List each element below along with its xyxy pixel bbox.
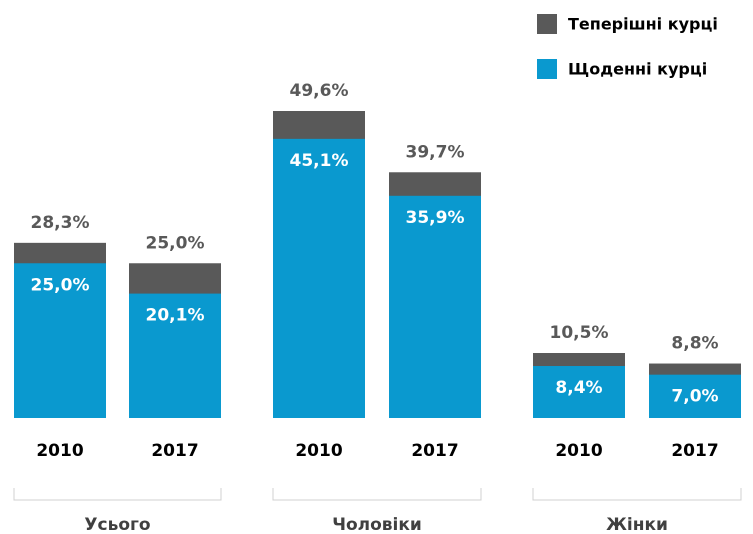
total-label: 49,6% [290,81,349,101]
group-label: Жінки [606,515,668,534]
group-label: Чоловіки [332,515,422,534]
bar [649,374,741,418]
x-tick-label: 2010 [295,441,342,461]
total-label: 39,7% [406,142,465,162]
total-label: 25,0% [146,233,205,253]
daily-label: 7,0% [671,387,718,407]
x-tick-label: 2017 [411,441,458,461]
daily-label: 20,1% [146,306,205,326]
total-label: 10,5% [550,323,609,343]
group-label: Усього [84,515,150,534]
x-tick-label: 2010 [555,441,602,461]
group-bracket [532,488,742,501]
group-bracket [272,488,482,501]
total-label: 28,3% [31,213,90,233]
bar [14,263,106,418]
group-bracket [13,488,222,501]
legend-label: Теперішні курці [568,15,718,34]
x-tick-label: 2017 [671,441,718,461]
bar [533,366,625,418]
bar [389,195,481,418]
legend-swatch [537,59,557,79]
daily-label: 8,4% [555,378,602,398]
legend-label: Щоденні курці [568,60,707,79]
legend-swatch [537,14,557,34]
x-tick-label: 2010 [36,441,83,461]
bar [129,293,221,418]
daily-label: 45,1% [290,151,349,171]
daily-label: 35,9% [406,208,465,228]
total-label: 8,8% [671,334,718,354]
x-tick-label: 2017 [151,441,198,461]
daily-label: 25,0% [31,275,90,295]
bar [273,138,365,418]
